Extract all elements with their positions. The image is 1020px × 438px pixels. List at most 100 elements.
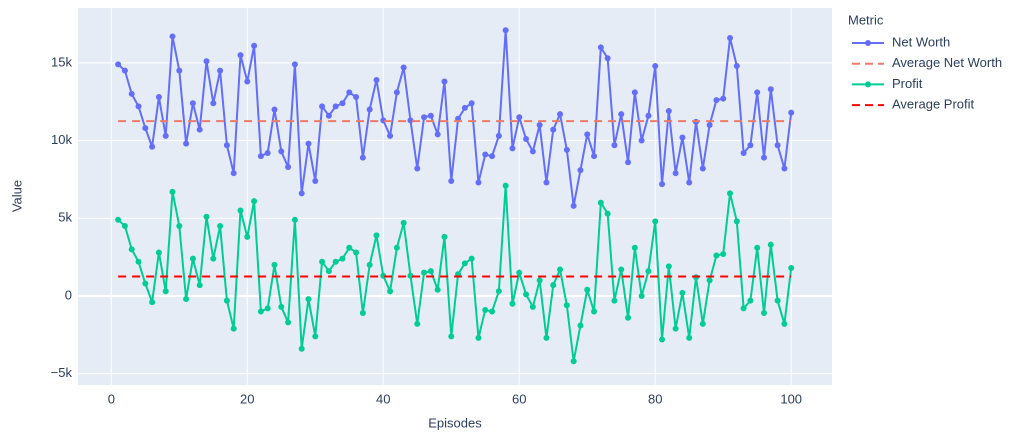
marker bbox=[414, 320, 421, 327]
marker bbox=[495, 288, 502, 295]
marker bbox=[652, 218, 659, 225]
marker bbox=[373, 76, 380, 83]
marker bbox=[584, 286, 591, 293]
marker bbox=[740, 305, 747, 312]
marker bbox=[563, 146, 570, 153]
marker bbox=[278, 148, 285, 155]
marker bbox=[366, 106, 373, 113]
marker bbox=[149, 143, 156, 150]
legend-label: Net Worth bbox=[892, 34, 950, 49]
marker bbox=[550, 126, 557, 133]
marker bbox=[264, 305, 271, 312]
y-tick-label: 0 bbox=[65, 287, 72, 302]
marker bbox=[319, 103, 326, 110]
marker bbox=[550, 282, 557, 289]
marker bbox=[468, 100, 475, 107]
marker bbox=[421, 114, 428, 121]
marker bbox=[421, 269, 428, 276]
marker bbox=[679, 134, 686, 141]
x-tick-label: 60 bbox=[512, 391, 526, 406]
marker bbox=[679, 289, 686, 296]
marker bbox=[706, 122, 713, 129]
marker bbox=[135, 103, 142, 110]
marker bbox=[502, 182, 509, 189]
marker bbox=[339, 255, 346, 262]
marker bbox=[115, 61, 122, 68]
marker bbox=[604, 55, 611, 62]
y-tick-label: −5k bbox=[51, 365, 73, 380]
marker bbox=[625, 314, 632, 321]
marker bbox=[353, 94, 360, 101]
marker bbox=[720, 250, 727, 257]
marker bbox=[543, 334, 550, 341]
marker bbox=[427, 112, 434, 119]
marker bbox=[557, 266, 564, 273]
marker bbox=[659, 336, 666, 343]
marker bbox=[529, 303, 536, 310]
marker bbox=[774, 142, 781, 149]
marker bbox=[210, 100, 217, 107]
marker bbox=[706, 277, 713, 284]
marker bbox=[325, 268, 332, 275]
marker bbox=[645, 268, 652, 275]
marker bbox=[217, 67, 224, 74]
marker bbox=[686, 179, 693, 186]
marker bbox=[223, 142, 230, 149]
marker bbox=[788, 109, 795, 116]
marker bbox=[740, 149, 747, 156]
marker bbox=[482, 306, 489, 313]
marker bbox=[387, 132, 394, 139]
x-tick-label: 40 bbox=[376, 391, 390, 406]
marker bbox=[393, 89, 400, 96]
marker bbox=[155, 94, 162, 101]
line bbox=[117, 30, 793, 207]
marker bbox=[563, 302, 570, 309]
marker bbox=[339, 100, 346, 107]
marker bbox=[237, 52, 244, 59]
marker bbox=[176, 223, 183, 230]
marker bbox=[162, 288, 169, 295]
marker bbox=[699, 320, 706, 327]
marker bbox=[618, 266, 625, 273]
marker bbox=[448, 333, 455, 340]
marker bbox=[631, 89, 638, 96]
line bbox=[117, 185, 793, 362]
marker bbox=[767, 86, 774, 93]
marker bbox=[774, 297, 781, 304]
marker bbox=[516, 114, 523, 121]
marker bbox=[142, 125, 149, 132]
marker bbox=[142, 280, 149, 287]
marker bbox=[434, 131, 441, 138]
marker bbox=[665, 263, 672, 270]
marker bbox=[291, 61, 298, 68]
marker bbox=[312, 177, 319, 184]
marker bbox=[271, 106, 278, 113]
marker bbox=[400, 219, 407, 226]
x-tick-label: 0 bbox=[108, 391, 115, 406]
marker bbox=[529, 148, 536, 155]
marker bbox=[135, 258, 142, 265]
marker bbox=[509, 145, 516, 152]
marker bbox=[577, 167, 584, 174]
marker bbox=[346, 244, 353, 251]
marker bbox=[115, 216, 122, 223]
marker bbox=[251, 42, 258, 49]
marker bbox=[699, 165, 706, 172]
marker bbox=[489, 153, 496, 160]
marker bbox=[523, 291, 530, 298]
marker bbox=[373, 232, 380, 239]
marker bbox=[597, 44, 604, 51]
marker bbox=[427, 268, 434, 275]
marker bbox=[393, 244, 400, 251]
marker bbox=[788, 264, 795, 271]
marker bbox=[767, 241, 774, 248]
marker bbox=[346, 89, 353, 96]
marker bbox=[359, 154, 366, 161]
marker bbox=[577, 322, 584, 329]
marker bbox=[468, 255, 475, 262]
marker bbox=[434, 286, 441, 293]
marker bbox=[543, 179, 550, 186]
marker bbox=[631, 244, 638, 251]
marker bbox=[645, 112, 652, 119]
